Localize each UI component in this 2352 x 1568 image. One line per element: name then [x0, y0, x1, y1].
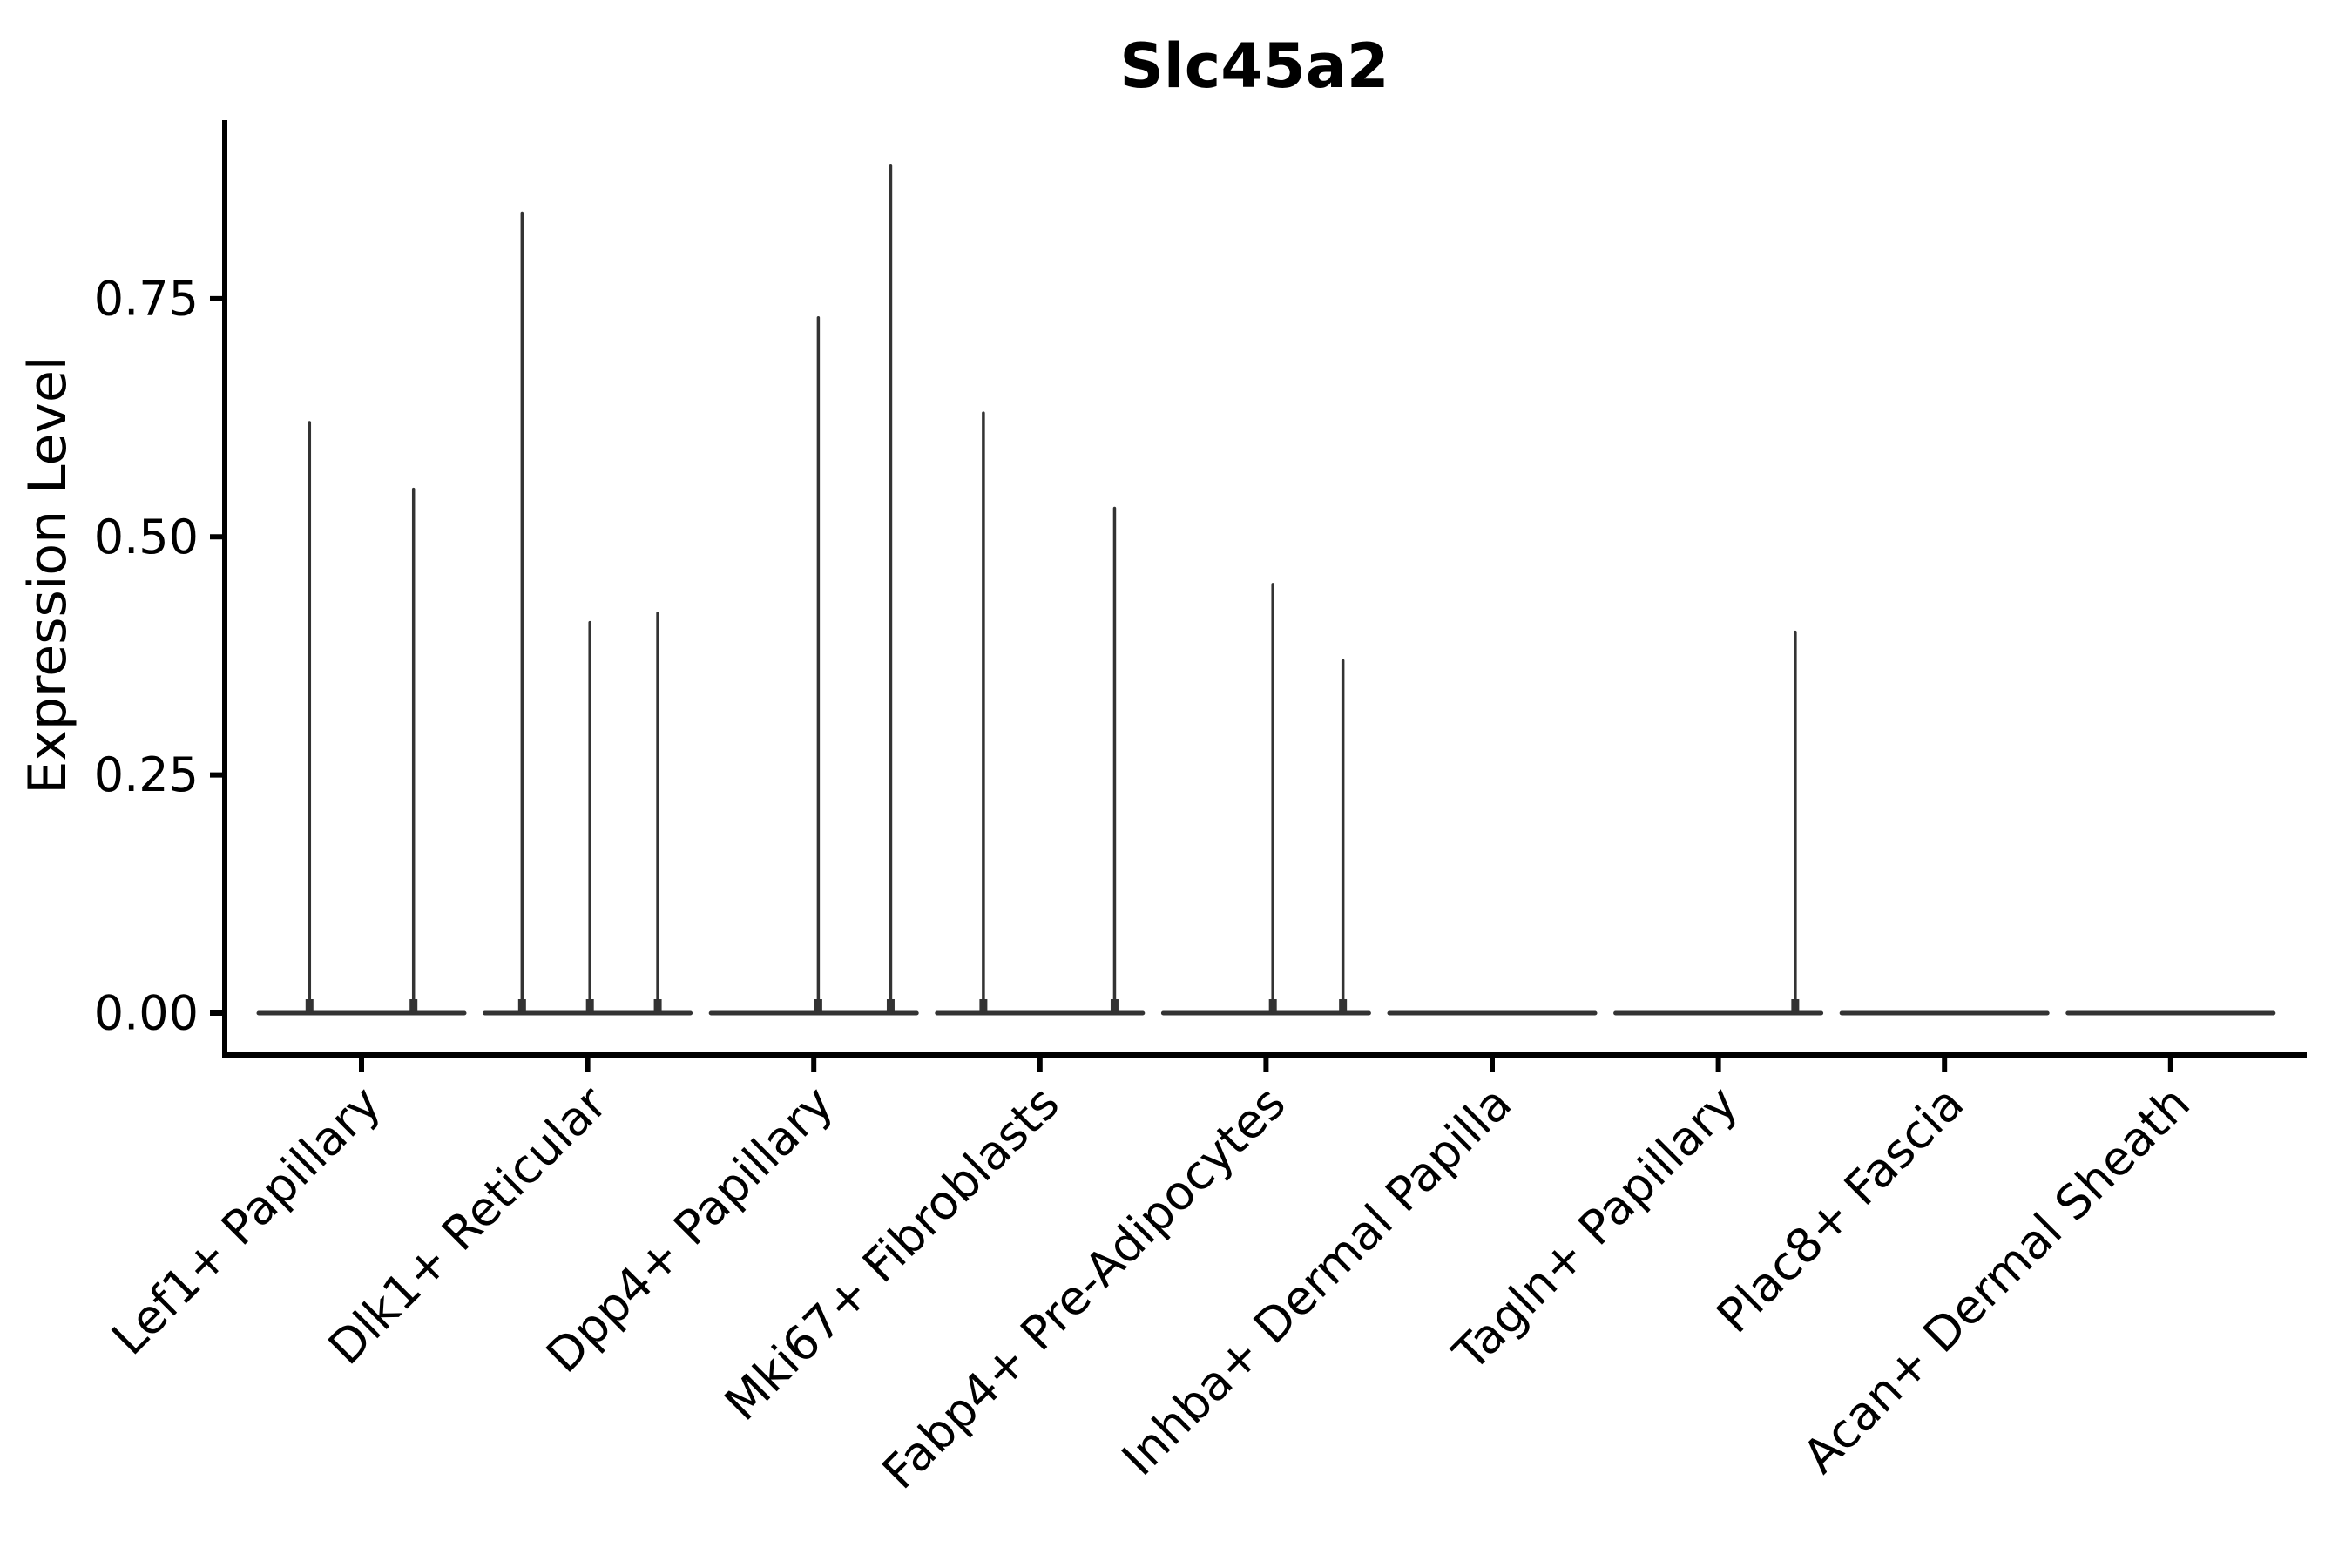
y-tick-label: 0.25	[94, 747, 199, 802]
y-ticks-layer: 0.00 0.25 0.50 0.75	[94, 271, 225, 1041]
chart-title: Slc45a2	[1119, 30, 1389, 102]
x-tick-label: Fabp4+ Pre-Adipocytes	[872, 1076, 1296, 1500]
x-tick-label: Inhba+ Dermal Papilla	[1112, 1076, 1522, 1486]
axes-layer	[222, 120, 2307, 1058]
y-tick-label: 0.50	[94, 510, 199, 564]
y-tick-label: 0.00	[94, 986, 199, 1041]
y-tick-label: 0.75	[94, 271, 199, 326]
x-tick-label: Acan+ Dermal Sheath	[1793, 1076, 2200, 1484]
violins-layer	[256, 164, 2276, 1016]
y-axis-label: Expression Level	[17, 355, 78, 794]
